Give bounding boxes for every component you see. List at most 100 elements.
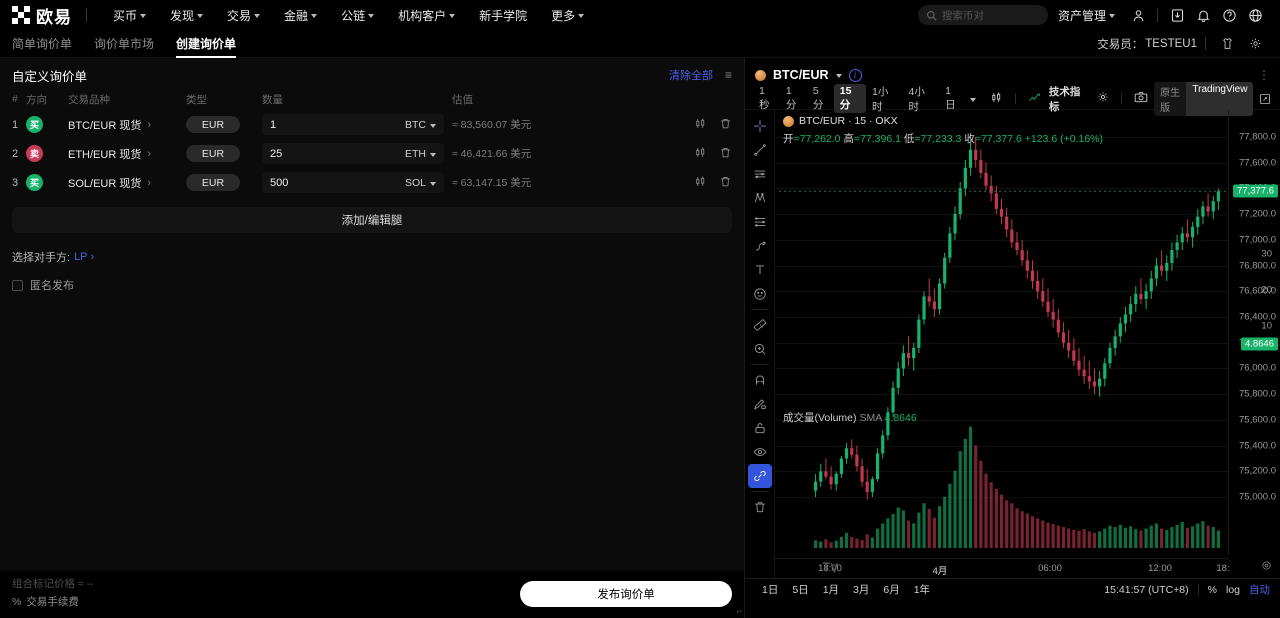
- leg-type-pill[interactable]: EUR: [186, 174, 240, 191]
- user-icon[interactable]: [1125, 2, 1151, 28]
- auto-scale-toggle[interactable]: 自动: [1249, 584, 1270, 596]
- direction-badge-buy[interactable]: 买: [26, 174, 43, 191]
- timeframe-15m[interactable]: 15分: [833, 84, 867, 113]
- okx-logo[interactable]: 欧易: [12, 3, 72, 28]
- percent-scale-toggle[interactable]: %: [1207, 583, 1217, 596]
- emoji-icon[interactable]: [748, 282, 772, 306]
- quantity-unit-select[interactable]: SOL: [405, 177, 436, 189]
- candlestick-icon[interactable]: [694, 117, 707, 133]
- nav-item-finance[interactable]: 金融: [272, 7, 329, 24]
- timeframe-5m[interactable]: 5分: [812, 85, 824, 111]
- instrument-selector[interactable]: SOL/EUR 现货 ›: [68, 175, 186, 191]
- price-axis[interactable]: 77,800.077,600.077,400.077,200.077,000.0…: [1228, 110, 1280, 555]
- hide-drawings-icon[interactable]: [748, 440, 772, 464]
- nav-item-discover[interactable]: 发现: [158, 7, 215, 24]
- bell-icon[interactable]: [1190, 2, 1216, 28]
- add-edit-leg-button[interactable]: 添加/编辑腿: [12, 207, 732, 233]
- direction-badge-buy[interactable]: 买: [26, 116, 43, 133]
- nav-item-chain[interactable]: 公链: [329, 7, 386, 24]
- quantity-input[interactable]: 25 ETH: [262, 143, 444, 164]
- globe-icon[interactable]: [1242, 2, 1268, 28]
- leg-type-pill[interactable]: EUR: [186, 116, 240, 133]
- counterparty-selector[interactable]: LP ›: [74, 251, 94, 263]
- quantity-input[interactable]: 500 SOL: [262, 172, 444, 193]
- fullscreen-icon[interactable]: [1257, 91, 1272, 107]
- zoom-in-icon[interactable]: [748, 337, 772, 361]
- quantity-unit-select[interactable]: ETH: [405, 148, 436, 160]
- range-3m[interactable]: 3月: [853, 584, 870, 596]
- nav-item-assets[interactable]: 资产管理: [1048, 7, 1125, 24]
- anonymous-checkbox[interactable]: [12, 279, 23, 291]
- text-icon[interactable]: [748, 258, 772, 282]
- timeframe-1h[interactable]: 1小时: [872, 85, 889, 113]
- trash-icon[interactable]: [719, 117, 732, 133]
- timeframe-1s[interactable]: 1秒: [759, 85, 770, 111]
- search-input[interactable]: 搜索币对: [917, 5, 1048, 25]
- plot-region[interactable]: BTC/EUR · 15 · OKX 开=77,262.0 高=77,396.1…: [775, 110, 1280, 600]
- magnet-icon[interactable]: [748, 368, 772, 392]
- gear-icon[interactable]: [1091, 90, 1115, 107]
- nav-item-trade[interactable]: 交易: [215, 7, 272, 24]
- trash-icon[interactable]: [719, 146, 732, 162]
- indicators-button[interactable]: 技术指标: [1048, 85, 1081, 113]
- view-mode-tradingview[interactable]: TradingView: [1186, 81, 1254, 116]
- chevron-down-icon[interactable]: [969, 97, 976, 102]
- stay-in-drawing-mode-icon[interactable]: [748, 392, 772, 416]
- quantity-unit-select[interactable]: BTC: [405, 119, 436, 131]
- publish-rfq-button[interactable]: 发布询价单: [520, 581, 732, 607]
- brush-icon[interactable]: [748, 234, 772, 258]
- shirt-icon[interactable]: [1214, 31, 1240, 57]
- quantity-input[interactable]: 1 BTC: [262, 114, 444, 135]
- view-mode-native[interactable]: 原生版: [1160, 87, 1181, 114]
- direction-badge-sell[interactable]: 卖: [26, 145, 43, 162]
- candlestick-icon[interactable]: [984, 90, 1009, 108]
- link-icon[interactable]: [747, 464, 772, 488]
- chevron-down-icon[interactable]: [835, 74, 842, 78]
- pitchfork-icon[interactable]: [748, 186, 772, 210]
- chart-canvas-area[interactable]: BTC/EUR · 15 · OKX 开=77,262.0 高=77,396.1…: [745, 110, 1280, 600]
- timeframe-1m[interactable]: 1分: [785, 85, 797, 111]
- resize-handle-icon[interactable]: ⌐: [736, 606, 742, 616]
- tab-simple-rfq[interactable]: 简单询价单: [12, 30, 72, 58]
- leg-type-pill[interactable]: EUR: [186, 145, 240, 162]
- info-icon[interactable]: i: [848, 68, 862, 82]
- trash-icon[interactable]: [719, 175, 732, 191]
- candlestick-icon[interactable]: [694, 175, 707, 191]
- nav-item-buy-crypto[interactable]: 买币: [101, 7, 158, 24]
- camera-icon[interactable]: [1128, 90, 1154, 107]
- horizontal-lines-icon[interactable]: [748, 162, 772, 186]
- download-icon[interactable]: [1164, 2, 1190, 28]
- ruler-icon[interactable]: [748, 313, 772, 337]
- gear-icon[interactable]: [1242, 31, 1268, 57]
- nav-item-academy[interactable]: 新手学院: [467, 7, 539, 24]
- help-icon[interactable]: [1216, 2, 1242, 28]
- log-scale-toggle[interactable]: log: [1225, 583, 1240, 596]
- indicators-chart-icon[interactable]: [1022, 90, 1047, 108]
- nav-item-more[interactable]: 更多: [539, 7, 596, 24]
- anonymous-publish-row[interactable]: 匿名发布: [0, 265, 744, 293]
- nav-item-institutional[interactable]: 机构客户: [386, 7, 467, 24]
- lock-icon[interactable]: [748, 416, 772, 440]
- tab-create-rfq[interactable]: 创建询价单: [176, 30, 237, 58]
- time-axis[interactable]: 18:00 4月 06:00 12:00 18:: [775, 558, 1230, 578]
- axis-settings-icon[interactable]: [1261, 560, 1272, 574]
- drag-handle-icon[interactable]: ≡: [724, 68, 732, 82]
- range-1m[interactable]: 1月: [822, 584, 840, 596]
- tab-rfq-market[interactable]: 询价单市场: [94, 30, 154, 58]
- trend-line-icon[interactable]: [748, 138, 772, 162]
- drag-handle-icon[interactable]: ⋮: [1258, 68, 1270, 82]
- instrument-selector[interactable]: BTC/EUR 现货 ›: [68, 117, 186, 133]
- timeframe-4h[interactable]: 4小时: [908, 85, 925, 113]
- clear-all-button[interactable]: 清除全部: [668, 70, 713, 82]
- crosshair-icon[interactable]: [748, 114, 772, 138]
- legend-title: BTC/EUR · 15 · OKX: [799, 115, 898, 127]
- range-6m[interactable]: 6月: [883, 584, 900, 596]
- range-1d[interactable]: 1日: [762, 584, 779, 596]
- range-5d[interactable]: 5日: [792, 584, 809, 596]
- trash-icon[interactable]: [748, 495, 772, 519]
- candlestick-icon[interactable]: [694, 146, 707, 162]
- fib-retracement-icon[interactable]: [748, 210, 772, 234]
- timeframe-1d[interactable]: 1日: [945, 85, 956, 111]
- instrument-selector[interactable]: ETH/EUR 现货 ›: [68, 146, 186, 162]
- range-1y[interactable]: 1年: [913, 584, 931, 596]
